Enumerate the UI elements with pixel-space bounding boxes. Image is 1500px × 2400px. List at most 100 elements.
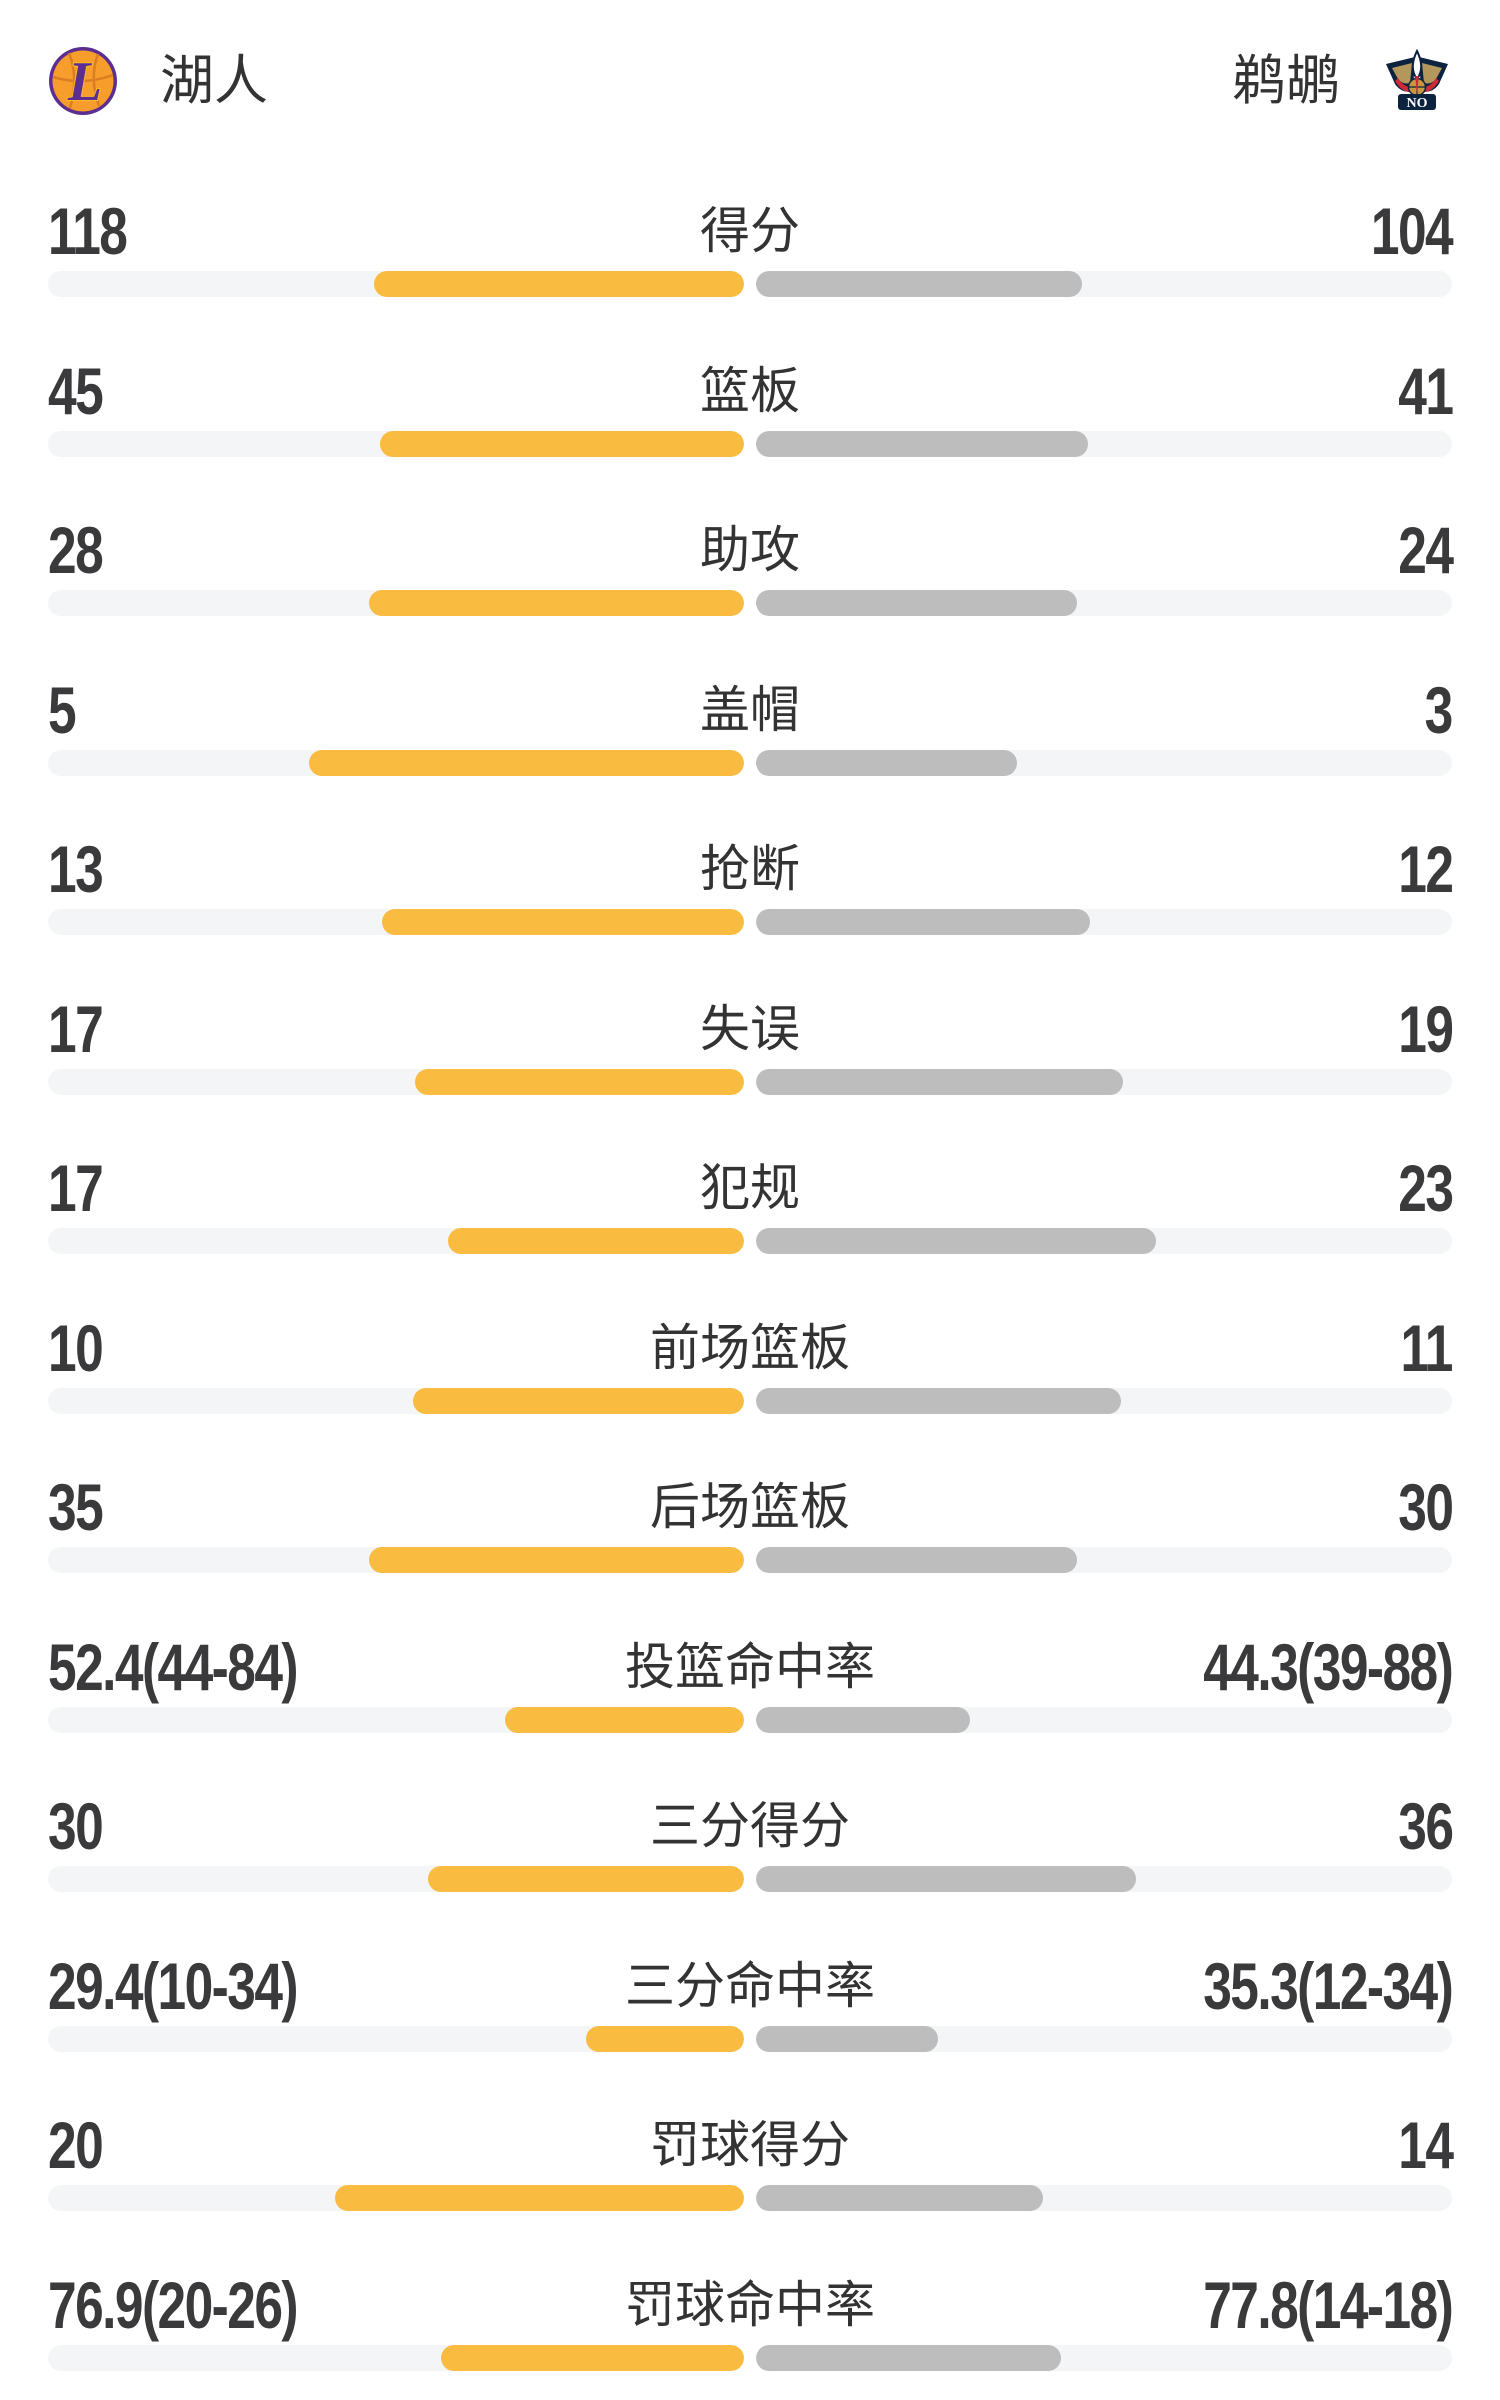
left-team-value: 28 <box>48 513 104 587</box>
left-bar-track <box>48 1387 744 1414</box>
stats-list: 118 得分 104 45 篮板 41 <box>48 198 1454 2371</box>
left-bar-track <box>48 590 744 616</box>
left-team-value: 10 <box>48 1310 104 1385</box>
right-team-value: 14 <box>1397 2108 1454 2182</box>
right-bar-track <box>756 1387 1452 1414</box>
comparison-bars <box>48 909 1452 935</box>
comparison-bars <box>48 1866 1452 1892</box>
left-bar-fill <box>427 1866 744 1892</box>
stat-label: 罚球命中率 <box>625 2276 875 2333</box>
right-bar-fill <box>756 1706 970 1733</box>
stat-row: 76.9(20-26) 罚球命中率 77.8(14-18) <box>48 2267 1454 2371</box>
right-bar-fill <box>756 749 1017 776</box>
right-bar-track <box>756 2025 1452 2052</box>
right-team-value: 23 <box>1397 1151 1454 1225</box>
stat-row: 29.4(10-34) 三分命中率 35.3(12-34) <box>48 1953 1454 2052</box>
left-bar-fill <box>504 1706 744 1733</box>
stat-values-line: 35 后场篮板 30 <box>48 1470 1454 1544</box>
left-bar-track <box>48 271 744 297</box>
team-left: L 湖人 <box>48 46 268 116</box>
comparison-bars <box>48 1547 1452 1573</box>
stat-label: 助攻 <box>700 522 800 578</box>
left-bar-track <box>48 2025 744 2052</box>
right-bar-fill <box>756 1068 1124 1095</box>
left-bar-fill <box>382 909 744 935</box>
left-bar-fill <box>369 590 744 616</box>
right-bar-track <box>756 2344 1452 2371</box>
right-bar-track <box>756 590 1452 616</box>
right-bar-track <box>756 2185 1452 2211</box>
comparison-bars <box>48 2344 1452 2371</box>
left-bar-track <box>48 2344 744 2371</box>
comparison-bars <box>48 1228 1452 1254</box>
stat-values-line: 13 抢断 12 <box>48 836 1454 902</box>
right-team-value: 11 <box>1400 1310 1454 1385</box>
left-team-value: 45 <box>48 353 104 428</box>
left-team-value: 17 <box>48 991 104 1066</box>
stat-row: 10 前场篮板 11 <box>48 1310 1454 1414</box>
team-left-name: 湖人 <box>160 51 268 111</box>
right-bar-track <box>756 271 1452 297</box>
stat-values-line: 17 失误 19 <box>48 991 1454 1066</box>
left-bar-fill <box>369 1547 744 1573</box>
right-bar-fill <box>756 1547 1078 1573</box>
comparison-bars <box>48 1387 1452 1414</box>
stat-label: 失误 <box>700 1000 800 1057</box>
left-bar-fill <box>448 1228 744 1254</box>
stat-label: 后场篮板 <box>650 1479 850 1535</box>
header: L 湖人 鹈鹕 <box>48 0 1452 116</box>
stat-row: 13 抢断 12 <box>48 836 1454 935</box>
stat-row: 45 篮板 41 <box>48 353 1454 457</box>
stat-values-line: 17 犯规 23 <box>48 1151 1454 1225</box>
stat-values-line: 30 三分得分 36 <box>48 1789 1454 1863</box>
right-team-value: 30 <box>1397 1470 1454 1544</box>
left-team-value: 5 <box>48 672 77 747</box>
stat-row: 118 得分 104 <box>48 198 1454 297</box>
stat-values-line: 10 前场篮板 11 <box>48 1310 1454 1385</box>
right-bar-track <box>756 1228 1452 1254</box>
stat-label: 抢断 <box>700 841 800 897</box>
stat-values-line: 20 罚球得分 14 <box>48 2108 1454 2182</box>
left-team-value: 76.9(20-26) <box>48 2267 299 2342</box>
right-bar-fill <box>756 909 1091 935</box>
left-bar-fill <box>585 2025 744 2052</box>
svg-text:NO: NO <box>1407 96 1428 111</box>
stat-row: 28 助攻 24 <box>48 513 1454 616</box>
comparison-bars <box>48 2185 1452 2211</box>
comparison-bars <box>48 430 1452 457</box>
stat-values-line: 29.4(10-34) 三分命中率 35.3(12-34) <box>48 1953 1454 2019</box>
right-bar-fill <box>756 590 1078 616</box>
left-bar-track <box>48 1547 744 1573</box>
right-bar-track <box>756 909 1452 935</box>
left-bar-fill <box>309 749 744 776</box>
right-team-value: 36 <box>1397 1789 1454 1863</box>
stat-label: 前场篮板 <box>650 1319 850 1376</box>
right-team-value: 44.3(39-88) <box>1203 1629 1454 1704</box>
left-team-value: 17 <box>48 1151 104 1225</box>
stat-row: 35 后场篮板 30 <box>48 1470 1454 1573</box>
right-bar-track <box>756 1068 1452 1095</box>
stat-values-line: 45 篮板 41 <box>48 353 1454 428</box>
left-bar-track <box>48 430 744 457</box>
left-team-value: 30 <box>48 1789 104 1863</box>
team-right-name: 鹈鹕 <box>1232 51 1340 111</box>
left-bar-fill <box>415 1068 744 1095</box>
comparison-bars <box>48 749 1452 776</box>
stat-values-line: 76.9(20-26) 罚球命中率 77.8(14-18) <box>48 2267 1454 2342</box>
team-right: 鹈鹕 <box>1232 46 1452 116</box>
right-team-value: 77.8(14-18) <box>1203 2267 1454 2342</box>
stat-label: 三分命中率 <box>625 1957 875 2014</box>
svg-text:L: L <box>67 51 102 113</box>
stat-row: 17 犯规 23 <box>48 1151 1454 1254</box>
stat-label: 盖帽 <box>700 681 800 738</box>
left-bar-track <box>48 1228 744 1254</box>
left-team-value: 52.4(44-84) <box>48 1629 299 1704</box>
left-bar-fill <box>379 430 744 457</box>
right-bar-track <box>756 1706 1452 1733</box>
stat-row: 5 盖帽 3 <box>48 672 1454 776</box>
stat-values-line: 118 得分 104 <box>48 198 1454 264</box>
left-bar-track <box>48 2185 744 2211</box>
lakers-logo-icon: L <box>48 46 118 116</box>
pelicans-logo-icon: NO <box>1382 46 1452 116</box>
